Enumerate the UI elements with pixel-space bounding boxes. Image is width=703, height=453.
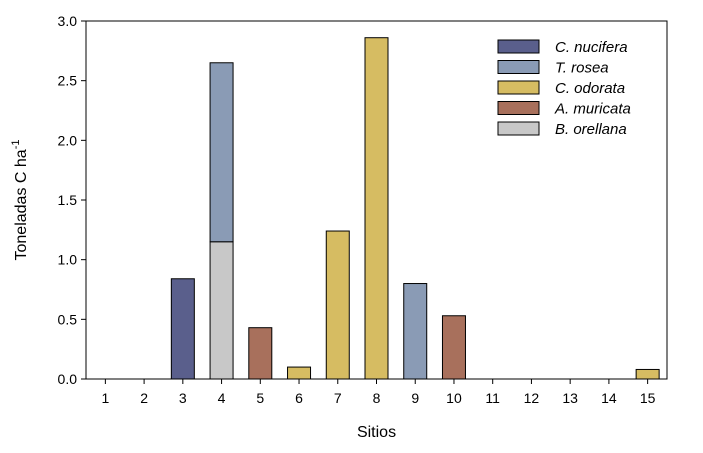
bar-trosea-site-9	[403, 283, 428, 380]
x-tick-label: 11	[485, 390, 500, 406]
x-tick-label: 14	[601, 390, 617, 406]
bar-borellana-site-4	[209, 241, 234, 380]
bar-amuricata-site-10	[441, 315, 466, 380]
x-tick-label: 10	[446, 390, 462, 406]
x-tick-label: 3	[179, 390, 187, 406]
bar-cnucifera-site-3	[170, 278, 195, 380]
x-tick-label: 5	[256, 390, 264, 406]
legend-label-cnucifera: C. nucifera	[555, 39, 628, 56]
legend-swatch-borellana	[497, 121, 540, 136]
y-tick-label: 2.5	[58, 73, 78, 89]
x-tick-label: 8	[373, 390, 381, 406]
y-tick-label: 0.0	[58, 371, 78, 387]
x-tick-label: 12	[524, 390, 540, 406]
y-axis-title-base: Toneladas C ha	[13, 149, 30, 260]
y-tick-label: 1.0	[58, 252, 78, 268]
legend-swatch-amuricata	[497, 101, 540, 115]
legend-label-amuricata: A. muricata	[554, 101, 631, 118]
legend-swatch-codorata	[497, 80, 540, 95]
x-tick-label: 1	[101, 390, 109, 406]
x-tick-label: 7	[334, 390, 342, 406]
x-tick-label: 15	[640, 390, 656, 406]
x-axis-title: Sitios	[357, 424, 396, 441]
x-tick-label: 13	[562, 390, 578, 406]
bars-group	[170, 37, 660, 380]
bar-codorata-site-8	[364, 37, 389, 380]
legend-label-borellana: B. orellana	[555, 121, 627, 138]
legend-label-codorata: C. odorata	[555, 80, 625, 97]
y-axis-title-superscript: -1	[10, 140, 22, 150]
y-tick-label: 0.5	[58, 311, 78, 327]
bar-trosea-site-4	[209, 62, 234, 243]
bar-codorata-site-7	[325, 230, 350, 380]
legend: C. nucifera T. rosea C. odorata A. muricata…	[497, 39, 631, 138]
x-tick-label: 9	[411, 390, 419, 406]
bar-amuricata-site-5	[248, 327, 273, 380]
legend-swatch-trosea	[497, 60, 540, 74]
y-tick-label: 3.0	[58, 13, 78, 29]
y-tick-label: 1.5	[58, 192, 78, 208]
y-axis-title: Toneladas C ha-1	[10, 140, 30, 261]
y-tick-label: 2.0	[58, 132, 78, 148]
bar-codorata-site-15	[635, 368, 660, 380]
y-axis: 0.0 0.5 1.0 1.5 2.0 2.5 3.0	[58, 13, 86, 387]
x-tick-label: 2	[140, 390, 148, 406]
bar-codorata-site-6	[287, 366, 312, 380]
x-axis: 1 2 3 4 5 6 7 8 9 10 11 12 13 14 15	[101, 379, 656, 406]
x-tick-label: 6	[295, 390, 303, 406]
legend-label-trosea: T. rosea	[555, 60, 609, 77]
legend-swatch-cnucifera	[497, 39, 540, 54]
x-tick-label: 4	[218, 390, 226, 406]
